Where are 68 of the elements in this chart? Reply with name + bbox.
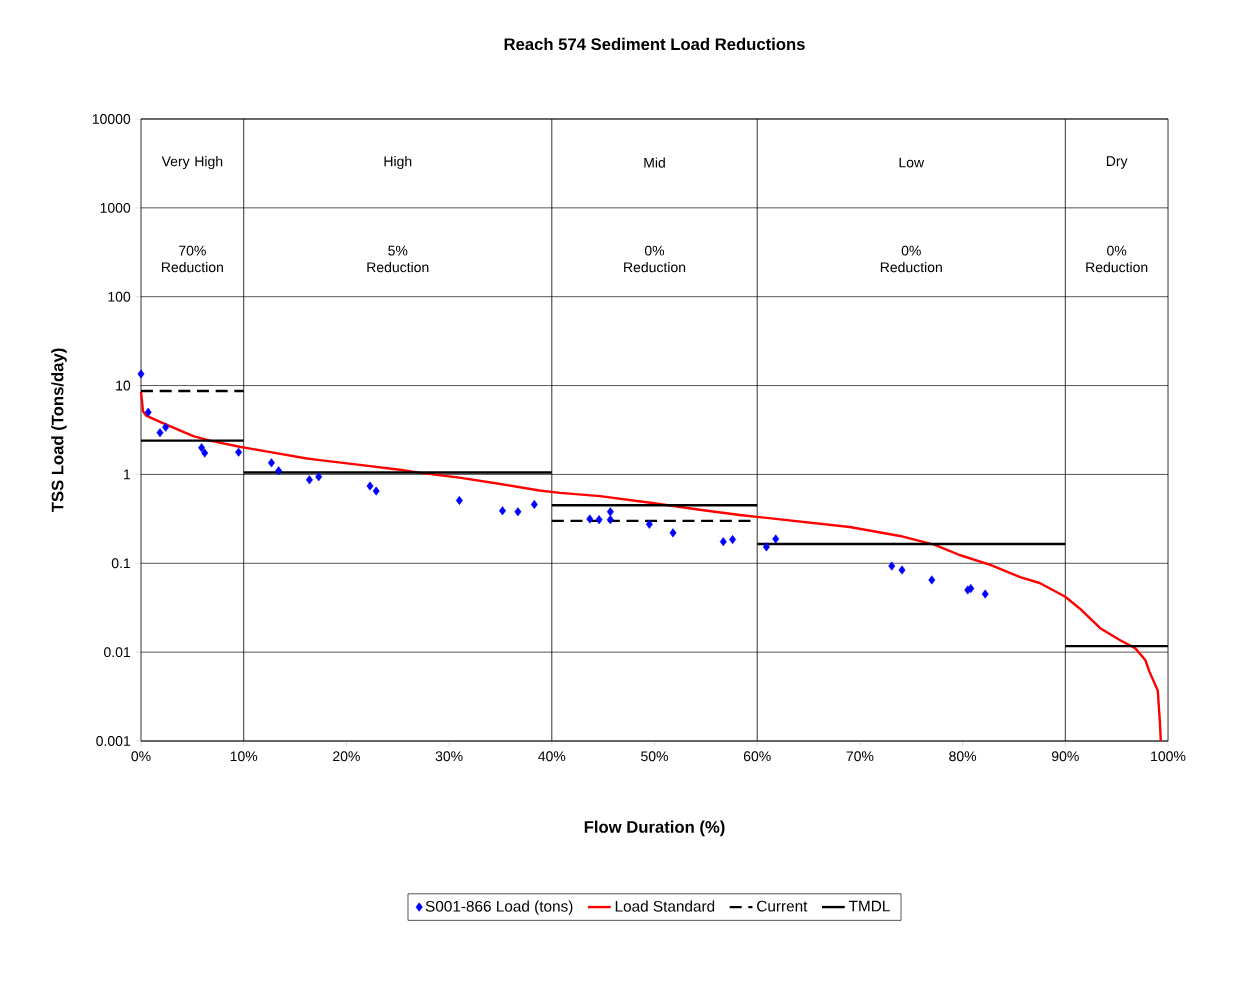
point: [898, 565, 906, 575]
point: [144, 407, 152, 417]
annotation: Mid: [644, 157, 665, 168]
point: [729, 535, 737, 545]
point: [595, 515, 603, 525]
x-tick-label: 20%: [333, 751, 360, 762]
point: [645, 519, 653, 529]
y-tick-label: 0.001: [96, 736, 131, 746]
annotation: 0% Reduction: [880, 245, 942, 273]
y-tick-label: 0.01: [104, 647, 131, 658]
point: [981, 589, 989, 599]
x-tick-label: 0%: [131, 751, 151, 762]
y-tick-label: 1: [124, 469, 131, 480]
point: [719, 537, 727, 547]
legend-label: S001-866 Load (tons): [425, 900, 573, 915]
x-tick-label: 40%: [538, 751, 566, 762]
point: [606, 515, 614, 525]
annotation: 70% Reduction: [161, 245, 223, 273]
point: [305, 475, 313, 485]
annotation: 0% Reduction: [1086, 245, 1148, 273]
point: [762, 542, 770, 552]
y-tick-label: 10: [116, 380, 131, 391]
point: [198, 443, 206, 453]
legend-label: Load Standard: [615, 900, 715, 912]
x-tick-label: 30%: [435, 751, 463, 762]
point: [366, 481, 374, 491]
x-tick-label: 10%: [230, 751, 258, 762]
point: [586, 514, 594, 524]
point: [315, 472, 323, 482]
line-series: [139, 390, 1163, 743]
annotation: 0% Reduction: [624, 245, 686, 273]
point: [669, 528, 677, 538]
point: [514, 507, 522, 517]
legend-label: TMDL: [848, 900, 890, 912]
point: [235, 447, 243, 457]
y-tick-label: 1000: [100, 202, 131, 213]
point: [499, 506, 506, 516]
annotation: 5% Reduction: [367, 245, 429, 273]
point: [772, 534, 780, 544]
x-tick-label: 70%: [846, 751, 874, 762]
annotation: High: [384, 156, 412, 170]
point: [156, 428, 164, 438]
x-tick-label: 80%: [949, 751, 977, 762]
point: [455, 495, 463, 505]
annotation: Low: [899, 157, 925, 168]
point: [137, 369, 145, 379]
point: [530, 499, 538, 509]
annotation: Dry: [1106, 156, 1128, 169]
x-tick-label: 100%: [1151, 751, 1186, 762]
x-tick-label: 50%: [641, 751, 669, 762]
chart-title: Reach 574 Sediment Load Reductions: [504, 37, 805, 51]
point: [928, 575, 936, 585]
y-tick-label: 10000: [92, 114, 131, 124]
y-axis-title: TSS Load (Tons/day): [51, 348, 67, 513]
y-tick-label: 0.1: [111, 558, 131, 569]
point: [606, 507, 614, 517]
point: [888, 561, 896, 571]
x-axis-title: Flow Duration (%): [584, 820, 725, 837]
point: [267, 458, 275, 468]
point: [162, 422, 170, 432]
annotation: Very High: [161, 156, 223, 170]
y-tick-label: 100: [108, 291, 131, 302]
legend-label: Current: [757, 900, 808, 912]
x-tick-label: 60%: [743, 751, 771, 762]
x-tick-label: 90%: [1051, 751, 1079, 762]
point: [201, 448, 209, 458]
point: [275, 466, 283, 476]
point: [372, 486, 380, 496]
